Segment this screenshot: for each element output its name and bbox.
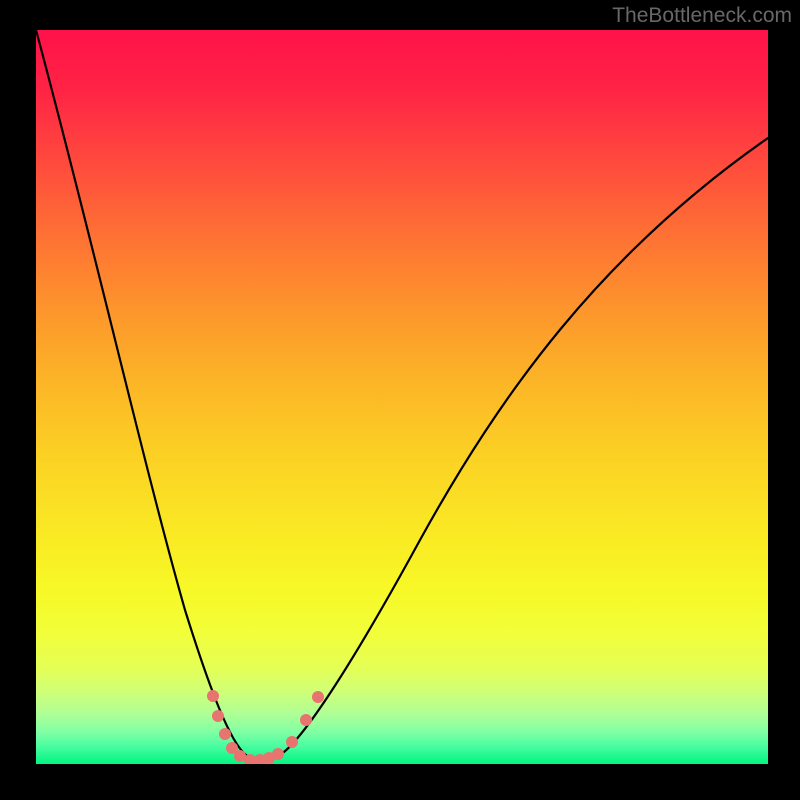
chart-plot-area <box>36 30 768 764</box>
curve-marker <box>286 736 298 748</box>
chart-background <box>36 30 768 764</box>
curve-marker <box>312 691 324 703</box>
curve-marker <box>212 710 224 722</box>
curve-marker <box>272 748 284 760</box>
curve-marker <box>207 690 219 702</box>
chart-svg <box>36 30 768 764</box>
watermark-text: TheBottleneck.com <box>612 4 792 28</box>
curve-marker <box>219 728 231 740</box>
curve-marker <box>300 714 312 726</box>
